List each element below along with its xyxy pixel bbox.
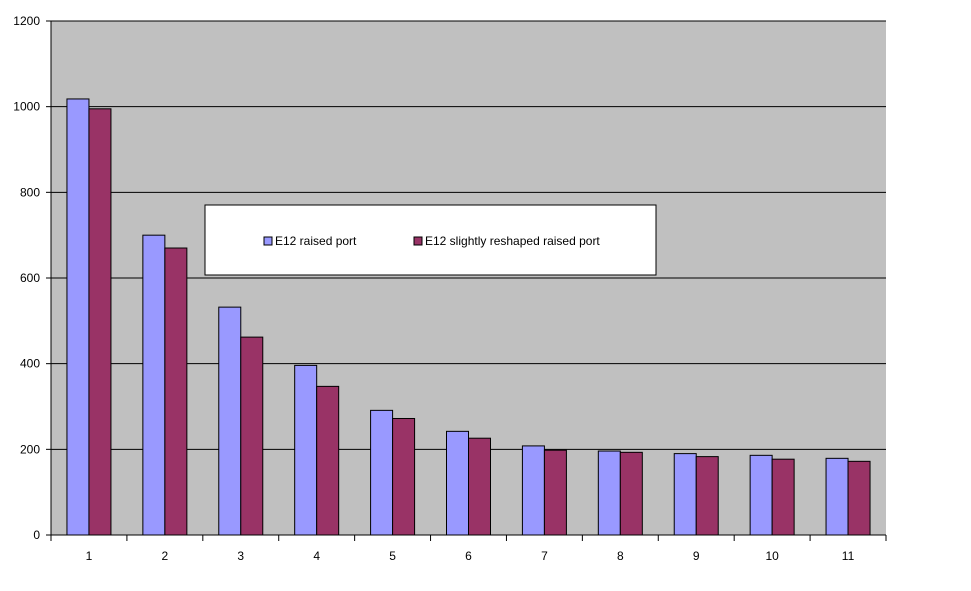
bar-series-2-cat-1 bbox=[88, 108, 112, 536]
y-tick-label: 400 bbox=[20, 357, 40, 371]
bar-series-1-cat-8 bbox=[597, 450, 621, 536]
bar-series-2-cat-7 bbox=[543, 449, 567, 536]
bar-series-1-cat-6 bbox=[446, 430, 469, 536]
x-tick-label: 11 bbox=[842, 549, 855, 563]
bar-series-1-cat-4 bbox=[294, 364, 318, 536]
legend-label-series-1: E12 raised port bbox=[275, 234, 357, 248]
bar-series-1-cat-3 bbox=[218, 306, 242, 536]
bar-series-2-cat-10 bbox=[771, 458, 795, 536]
bar-series-1-cat-2 bbox=[142, 234, 166, 536]
legend-swatch-series-1 bbox=[263, 236, 273, 246]
x-tick-label: 9 bbox=[693, 549, 700, 563]
bar-series-1-cat-5 bbox=[370, 409, 394, 536]
legend-label-series-2: E12 slightly reshaped raised port bbox=[425, 234, 600, 248]
bar-series-1-cat-11 bbox=[825, 457, 849, 536]
bar-series-2-cat-2 bbox=[164, 247, 188, 536]
x-tick-label: 1 bbox=[86, 549, 93, 563]
bar-series-1-cat-9 bbox=[673, 453, 697, 536]
x-tick-label: 3 bbox=[237, 549, 244, 563]
x-tick-label: 6 bbox=[465, 549, 472, 563]
bar-series-2-cat-5 bbox=[392, 417, 416, 536]
bar-series-2-cat-9 bbox=[695, 456, 719, 536]
bars bbox=[66, 98, 871, 536]
x-tick-label: 5 bbox=[389, 549, 396, 563]
bar-series-2-cat-6 bbox=[468, 437, 491, 536]
x-tick-label: 2 bbox=[162, 549, 169, 563]
x-axis: 1 2 3 4 5 6 7 8 9 10 11 bbox=[50, 534, 887, 563]
y-tick-label: 1000 bbox=[13, 100, 40, 114]
legend-swatch-series-2 bbox=[413, 236, 423, 246]
y-tick-label: 600 bbox=[20, 271, 40, 285]
bar-series-2-cat-11 bbox=[847, 460, 871, 536]
x-tick-label: 7 bbox=[541, 549, 548, 563]
bar-series-1-cat-7 bbox=[521, 445, 545, 536]
y-tick-label: 800 bbox=[20, 185, 40, 199]
y-axis: 0 200 400 600 800 1000 1200 bbox=[13, 14, 52, 542]
y-tick-label: 0 bbox=[33, 528, 40, 542]
x-tick-label: 10 bbox=[765, 549, 779, 563]
bar-series-2-cat-8 bbox=[619, 451, 643, 536]
bar-series-2-cat-4 bbox=[316, 385, 340, 536]
legend: E12 raised port E12 slightly reshaped ra… bbox=[204, 204, 657, 276]
bar-series-2-cat-3 bbox=[240, 336, 264, 536]
gridlines bbox=[51, 20, 886, 450]
x-tick-label: 4 bbox=[313, 549, 320, 563]
bar-series-1-cat-1 bbox=[66, 98, 90, 536]
bar-series-1-cat-10 bbox=[749, 454, 773, 536]
x-tick-label: 8 bbox=[617, 549, 624, 563]
y-tick-label: 1200 bbox=[13, 14, 40, 28]
y-tick-label: 200 bbox=[20, 442, 40, 456]
legend-box bbox=[204, 204, 657, 276]
